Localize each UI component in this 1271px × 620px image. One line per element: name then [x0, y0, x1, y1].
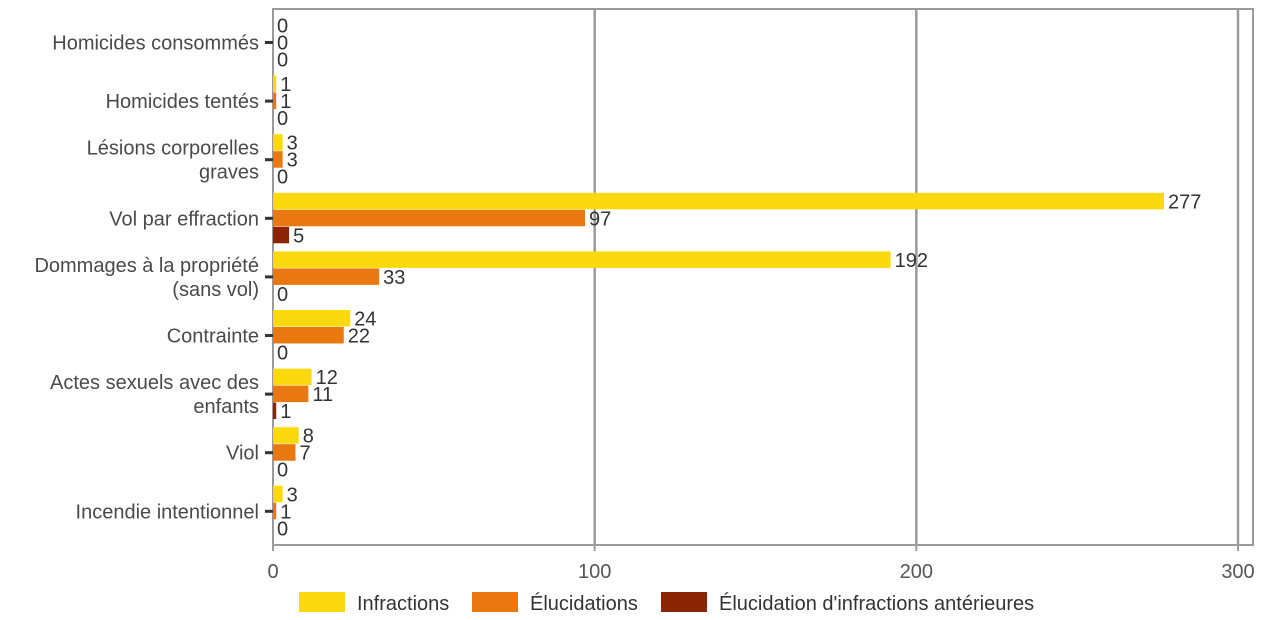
- bar: [273, 251, 891, 268]
- bar-value-label: 5: [293, 225, 304, 247]
- bar-layer: [273, 75, 1165, 520]
- bar: [273, 385, 309, 403]
- bar: [273, 75, 277, 93]
- bar-value-label: 1: [280, 91, 291, 113]
- bar: [273, 368, 312, 386]
- bar-value-label: 97: [589, 208, 611, 230]
- bar: [273, 268, 380, 285]
- bar: [273, 444, 296, 461]
- grid-layer: [593, 9, 1240, 545]
- bar-value-label: 0: [277, 284, 288, 306]
- legend-swatch: [661, 592, 707, 612]
- category-label: Homicides consommés: [52, 33, 259, 55]
- legend-label: Élucidation d'infractions antérieures: [719, 592, 1034, 615]
- category-label: Contrainte: [167, 326, 259, 348]
- bar-value-label: 7: [300, 443, 311, 465]
- bar: [273, 134, 283, 151]
- category-label: Incendie intentionnel: [76, 501, 259, 523]
- category-label: Actes sexuels avec des: [50, 372, 259, 394]
- bar: [273, 485, 283, 503]
- value-axis: 0 100 200 300: [267, 545, 1255, 583]
- category-label: enfants: [193, 396, 259, 418]
- legend-label: Infractions: [357, 593, 449, 615]
- bar: [273, 327, 344, 344]
- bar: [273, 92, 277, 110]
- bar-value-label: 0: [277, 518, 288, 540]
- bar: [273, 226, 290, 244]
- bar-value-label: 1: [280, 401, 291, 423]
- bar-value-label: 0: [277, 343, 288, 365]
- category-label: Viol: [226, 443, 259, 465]
- bar-value-label: 1: [280, 501, 291, 523]
- bar-value-label: 277: [1168, 191, 1201, 213]
- bar: [273, 502, 277, 520]
- bar-value-label: 8: [303, 426, 314, 448]
- plot-frame: [272, 8, 1254, 546]
- legend-swatch: [299, 592, 345, 612]
- bar-value-label: 3: [287, 484, 298, 506]
- bar: [273, 151, 283, 168]
- bar-value-label: 3: [287, 150, 298, 172]
- legend-swatch: [472, 592, 518, 612]
- bar-value-label: 11: [312, 384, 333, 406]
- bar: [273, 310, 351, 327]
- bar-value-label: 0: [277, 108, 288, 130]
- bar-value-label: 0: [277, 16, 288, 38]
- bar-value-label: 22: [348, 326, 370, 348]
- category-label: graves: [199, 162, 259, 184]
- bar-value-label: 0: [277, 460, 288, 482]
- bar-value-label: 192: [895, 250, 928, 272]
- bar-value-label: 33: [383, 267, 405, 289]
- bar: [273, 192, 1165, 210]
- legend: Infractions Élucidations Élucidation d'inf…: [299, 592, 1034, 615]
- category-label: (sans vol): [172, 279, 259, 301]
- x-tick-label: 300: [1221, 561, 1254, 583]
- x-tick-label: 200: [900, 561, 933, 583]
- category-label: Dommages à la propriété: [34, 255, 259, 277]
- category-label: Lésions corporelles: [87, 138, 259, 160]
- bar-value-label: 24: [354, 309, 376, 331]
- category-label: Vol par effraction: [109, 208, 259, 230]
- bar-value-label: 3: [287, 133, 298, 155]
- bar-value-label: 1: [280, 74, 291, 96]
- bar: [273, 427, 299, 444]
- bar-value-label: 0: [277, 167, 288, 189]
- category-axis: Homicides consommés Homicides tentés Lésio…: [34, 33, 273, 523]
- bar: [273, 402, 277, 420]
- bar-value-label: 0: [277, 33, 288, 55]
- legend-label: Élucidations: [530, 592, 638, 615]
- x-tick-label: 0: [267, 561, 278, 583]
- category-label: Homicides tentés: [106, 91, 259, 113]
- bar-value-label: 0: [277, 50, 288, 72]
- bar: [273, 209, 586, 227]
- x-tick-label: 100: [578, 561, 611, 583]
- bar-value-label: 12: [316, 367, 338, 389]
